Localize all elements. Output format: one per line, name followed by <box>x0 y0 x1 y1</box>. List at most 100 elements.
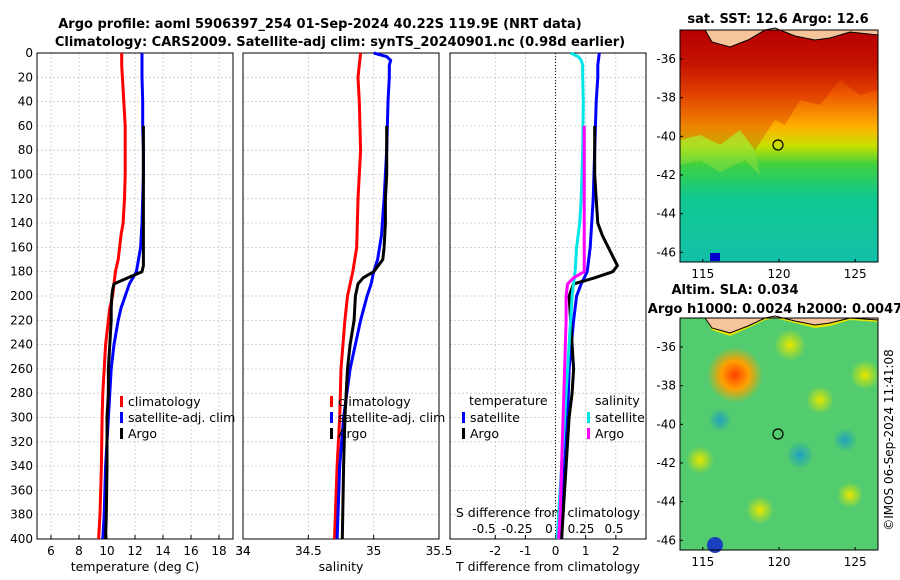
difference-legend: temperature satellite Argo salinity sate… <box>462 393 645 441</box>
watermark: ©IMOS 06-Sep-2024 11:41:08 <box>882 349 896 531</box>
series-line-s-argo <box>557 125 586 540</box>
legend-title-salinity: salinity <box>595 393 640 408</box>
sst-map-axes: 115 120 125 -36 -38 -40 -42 -44 -46 <box>656 52 866 281</box>
sst-map <box>679 27 879 263</box>
top-tick-label: 0 <box>545 522 553 536</box>
map-y-tick-label: -38 <box>656 91 676 105</box>
legend-title-temperature: temperature <box>469 393 548 408</box>
sla-high-anomaly <box>707 347 763 403</box>
sst-argo-marker <box>772 139 784 151</box>
temperature-panel: 6 8 10 12 14 16 18 temperature (deg C) 0 20 40 60 80… <box>10 46 234 574</box>
plot-frame <box>449 52 647 540</box>
y-tick-label: 300 <box>10 411 33 425</box>
sla-anomaly <box>686 446 714 474</box>
map-y-tick-label: -42 <box>656 168 676 182</box>
legend-swatch-t-sat <box>462 412 465 423</box>
plot-frame <box>242 52 440 540</box>
y-tick-label: 140 <box>10 216 33 230</box>
legend-label: climatology <box>338 394 411 409</box>
legend-swatch-s-sat <box>587 412 590 423</box>
y-tick-label: 20 <box>18 70 33 84</box>
legend-swatch-argo <box>330 428 333 439</box>
series-line-t-satellite <box>560 52 601 540</box>
sla-low-anomaly <box>708 408 732 432</box>
sla-anomaly <box>746 496 774 524</box>
legend-label: satellite <box>595 410 645 425</box>
series-line-argo <box>104 125 145 540</box>
legend-swatch-clim <box>120 396 123 407</box>
x-tick-label: 1 <box>582 544 590 558</box>
figure-title-line1: Argo profile: aoml 5906397_254 01-Sep-20… <box>58 17 582 32</box>
top-tick-label: 0.5 <box>604 522 623 536</box>
y-tick-label: 320 <box>10 435 33 449</box>
y-tick-label: 100 <box>10 168 33 182</box>
legend-swatch-sat <box>120 412 123 423</box>
figure-title-line2: Climatology: CARS2009. Satellite-adj cli… <box>55 35 625 50</box>
y-tick-label: 60 <box>18 119 33 133</box>
map-y-tick-label: -40 <box>656 417 676 431</box>
legend-label: Argo <box>338 426 367 441</box>
y-tick-label: 220 <box>10 313 33 327</box>
x-tick-label: 2 <box>612 544 620 558</box>
x-tick-label: 10 <box>99 544 114 558</box>
sla-map-title-line1: Altim. SLA: 0.034 <box>672 283 799 298</box>
sst-map-title: sat. SST: 12.6 Argo: 12.6 <box>687 12 868 27</box>
y-tick-label: 180 <box>10 265 33 279</box>
x-tick-label: 18 <box>211 544 226 558</box>
map-y-tick-label: -38 <box>656 379 676 393</box>
temperature-legend: climatology satellite-adj. clim Argo <box>120 394 235 441</box>
sla-low-anomaly <box>707 537 723 553</box>
legend-label: satellite <box>470 410 520 425</box>
sla-low-anomaly <box>833 428 857 452</box>
series-line-argo <box>340 125 389 540</box>
x-tick-label: 14 <box>155 544 170 558</box>
legend-label: satellite-adj. clim <box>128 410 235 425</box>
y-tick-label: 40 <box>18 95 33 109</box>
map-y-tick-label: -40 <box>656 129 676 143</box>
legend-label: Argo <box>470 426 499 441</box>
series-line-satellite-adj-clim <box>335 51 393 540</box>
map-y-tick-label: -46 <box>656 245 676 259</box>
legend-swatch-clim <box>330 396 333 407</box>
difference-panel: -2 -1 0 1 2T difference from climatology S di… <box>449 51 647 574</box>
sla-low-anomaly <box>786 441 814 469</box>
y-tick-label: 360 <box>10 483 33 497</box>
map-x-tick-label: 125 <box>844 267 867 281</box>
map-x-tick-label: 115 <box>691 267 714 281</box>
legend-label: Argo <box>128 426 157 441</box>
map-x-tick-label: 120 <box>768 555 791 569</box>
y-tick-label: 160 <box>10 240 33 254</box>
y-tick-label: 400 <box>10 532 33 546</box>
map-y-tick-label: -46 <box>656 533 676 547</box>
x-axis-label: T difference from climatology <box>455 559 641 574</box>
y-tick-label: 380 <box>10 508 33 522</box>
x-tick-label: -1 <box>519 544 531 558</box>
map-y-tick-label: -44 <box>656 495 676 509</box>
y-tick-label: 240 <box>10 338 33 352</box>
top-tick-label: 0.25 <box>568 522 595 536</box>
salinity-legend: climatology satellite-adj. clim Argo <box>330 394 445 441</box>
x-tick-label: 16 <box>183 544 198 558</box>
sla-map-title-line2: Argo h1000: 0.0024 h2000: 0.0047 <box>648 302 900 317</box>
legend-swatch-sat <box>330 412 333 423</box>
legend-swatch-argo <box>120 428 123 439</box>
map-y-tick-label: -36 <box>656 52 676 66</box>
legend-swatch-t-argo <box>462 428 465 439</box>
sla-anomaly <box>806 386 834 414</box>
y-tick-label: 280 <box>10 386 33 400</box>
map-y-tick-label: -42 <box>656 456 676 470</box>
x-tick-label: 34 <box>235 544 250 558</box>
top-tick-label: -0.25 <box>501 522 532 536</box>
y-tick-label: 80 <box>18 143 33 157</box>
sst-front <box>680 130 760 175</box>
series-line-climatology <box>333 52 363 540</box>
x-limit-label: 34 <box>235 544 250 558</box>
x-tick-label: 35 <box>366 544 381 558</box>
y-tick-label: 0 <box>25 46 33 60</box>
top-tick-label: -0.5 <box>472 522 495 536</box>
x-tick-label: 34.5 <box>295 544 322 558</box>
sla-anomaly <box>850 360 880 390</box>
sla-anomaly <box>774 329 806 361</box>
